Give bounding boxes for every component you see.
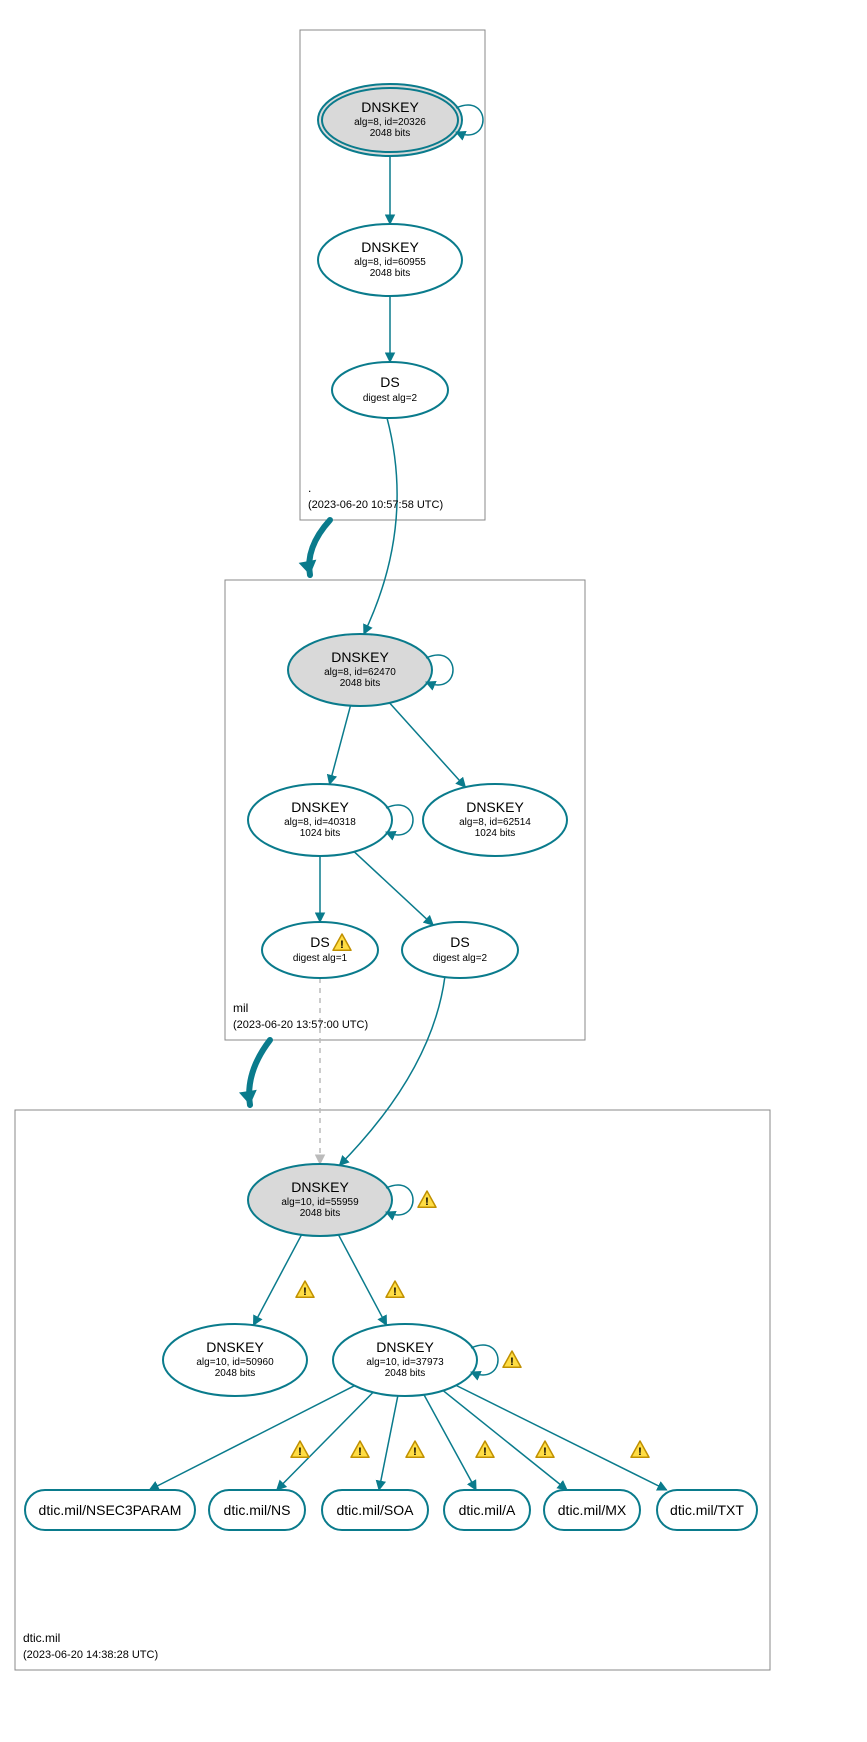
svg-text:DNSKEY: DNSKEY: [361, 99, 419, 115]
svg-text:dtic.mil/TXT: dtic.mil/TXT: [670, 1502, 744, 1518]
svg-text:2048 bits: 2048 bits: [300, 1208, 341, 1219]
svg-text:alg=8, id=60955: alg=8, id=60955: [354, 257, 426, 268]
svg-text:DS: DS: [380, 374, 399, 390]
svg-text:digest alg=1: digest alg=1: [293, 953, 348, 964]
svg-text:alg=8, id=62514: alg=8, id=62514: [459, 817, 531, 828]
node-mil_ds1: DS digest alg=1: [262, 922, 378, 978]
edge-dtic_zsk2-rr_nsec3: [149, 1386, 354, 1490]
svg-text:alg=8, id=20326: alg=8, id=20326: [354, 117, 426, 128]
svg-text:!: !: [638, 1446, 642, 1458]
node-rr_mx: dtic.mil/MX: [544, 1490, 640, 1530]
warning-icon-edge-dtic_zsk2-rr_ns: !: [351, 1441, 369, 1458]
edge-dtic_ksk-dtic_zsk2: [338, 1235, 386, 1325]
svg-text:alg=10, id=50960: alg=10, id=50960: [196, 1357, 274, 1368]
svg-text:!: !: [425, 1196, 429, 1208]
node-mil_zsk1: DNSKEY alg=8, id=403181024 bits: [248, 784, 413, 856]
svg-text:dtic.mil/A: dtic.mil/A: [459, 1502, 516, 1518]
svg-text:DNSKEY: DNSKEY: [466, 799, 524, 815]
svg-text:dtic.mil/NSEC3PARAM: dtic.mil/NSEC3PARAM: [39, 1502, 182, 1518]
svg-text:!: !: [303, 1286, 307, 1298]
node-root_ds: DS digest alg=2: [332, 362, 448, 418]
node-mil_ksk: DNSKEY alg=8, id=624702048 bits: [288, 634, 453, 706]
node-root_zsk: DNSKEY alg=8, id=609552048 bits: [318, 224, 462, 296]
svg-text:!: !: [483, 1446, 487, 1458]
zone-label-mil: mil: [233, 1001, 248, 1015]
svg-text:DNSKEY: DNSKEY: [206, 1339, 264, 1355]
svg-text:alg=8, id=40318: alg=8, id=40318: [284, 817, 356, 828]
warning-icon-selfloop-dtic_ksk: !: [418, 1191, 436, 1208]
edge-dtic_zsk2-rr_txt: [456, 1385, 667, 1490]
edge-mil_zsk1-mil_ds2: [354, 852, 433, 925]
svg-text:DNSKEY: DNSKEY: [361, 239, 419, 255]
node-rr_txt: dtic.mil/TXT: [657, 1490, 757, 1530]
svg-text:!: !: [413, 1446, 417, 1458]
svg-text:!: !: [358, 1446, 362, 1458]
zone-time-dtic: (2023-06-20 14:38:28 UTC): [23, 1649, 158, 1661]
edge-mil_ds2-dtic_ksk: [339, 977, 444, 1165]
svg-text:2048 bits: 2048 bits: [385, 1368, 426, 1379]
warning-icon-edge-dtic_zsk2-rr_mx: !: [536, 1441, 554, 1458]
node-rr_ns: dtic.mil/NS: [209, 1490, 305, 1530]
svg-text:dtic.mil/MX: dtic.mil/MX: [558, 1502, 627, 1518]
svg-text:!: !: [298, 1446, 302, 1458]
svg-text:1024 bits: 1024 bits: [300, 828, 341, 839]
svg-text:dtic.mil/NS: dtic.mil/NS: [224, 1502, 291, 1518]
node-dtic_zsk2: DNSKEY alg=10, id=379732048 bits: [333, 1324, 498, 1396]
edge-dtic_zsk2-rr_ns: [277, 1392, 373, 1490]
svg-text:DS: DS: [310, 934, 329, 950]
zone-label-dtic: dtic.mil: [23, 1631, 60, 1645]
svg-text:alg=10, id=37973: alg=10, id=37973: [366, 1357, 444, 1368]
svg-text:digest alg=2: digest alg=2: [363, 393, 418, 404]
node-dtic_zsk1: DNSKEY alg=10, id=509602048 bits: [163, 1324, 307, 1396]
svg-text:!: !: [543, 1446, 547, 1458]
warning-icon-edge-dtic_ksk-dtic_zsk1: !: [296, 1281, 314, 1298]
node-root_ksk: DNSKEY alg=8, id=203262048 bits: [318, 84, 483, 156]
svg-text:!: !: [393, 1286, 397, 1298]
svg-text:digest alg=2: digest alg=2: [433, 953, 488, 964]
node-rr_a: dtic.mil/A: [444, 1490, 530, 1530]
node-rr_nsec3: dtic.mil/NSEC3PARAM: [25, 1490, 195, 1530]
svg-text:DNSKEY: DNSKEY: [331, 649, 389, 665]
edge-root_ds-mil_ksk: [364, 418, 397, 634]
zone-time-mil: (2023-06-20 13:57:00 UTC): [233, 1019, 368, 1031]
warning-icon-edge-dtic_zsk2-rr_nsec3: !: [291, 1441, 309, 1458]
svg-text:DNSKEY: DNSKEY: [291, 799, 349, 815]
svg-text:DNSKEY: DNSKEY: [376, 1339, 434, 1355]
warning-icon-edge-dtic_zsk2-rr_soa: !: [406, 1441, 424, 1458]
warning-icon-edge-dtic_ksk-dtic_zsk2: !: [386, 1281, 404, 1298]
node-rr_soa: dtic.mil/SOA: [322, 1490, 428, 1530]
node-dtic_ksk: DNSKEY alg=10, id=559592048 bits: [248, 1164, 413, 1236]
warning-icon-selfloop-dtic_zsk2: !: [503, 1351, 521, 1368]
svg-text:2048 bits: 2048 bits: [340, 678, 381, 689]
dnssec-diagram: !!!!!!!!DNSKEYalg=8, id=203262048 bitsDN…: [0, 0, 867, 1742]
svg-text:!: !: [510, 1356, 514, 1368]
edge-dtic_zsk2-rr_mx: [443, 1391, 567, 1490]
svg-text:!: !: [340, 939, 344, 951]
svg-text:DS: DS: [450, 934, 469, 950]
svg-text:alg=10, id=55959: alg=10, id=55959: [281, 1197, 359, 1208]
warning-icon-edge-dtic_zsk2-rr_a: !: [476, 1441, 494, 1458]
svg-text:2048 bits: 2048 bits: [370, 268, 411, 279]
node-mil_zsk2: DNSKEY alg=8, id=625141024 bits: [423, 784, 567, 856]
svg-text:dtic.mil/SOA: dtic.mil/SOA: [336, 1502, 414, 1518]
edge-mil_ksk-mil_zsk2: [390, 703, 466, 787]
edge-dtic_ksk-dtic_zsk1: [253, 1235, 301, 1325]
edge-dtic_zsk2-rr_soa: [379, 1396, 398, 1490]
zone-time-root: (2023-06-20 10:57:58 UTC): [308, 499, 443, 511]
node-mil_ds2: DS digest alg=2: [402, 922, 518, 978]
svg-text:2048 bits: 2048 bits: [215, 1368, 256, 1379]
svg-text:alg=8, id=62470: alg=8, id=62470: [324, 667, 396, 678]
svg-text:1024 bits: 1024 bits: [475, 828, 516, 839]
svg-text:2048 bits: 2048 bits: [370, 128, 411, 139]
edge-mil_ksk-mil_zsk1: [330, 706, 351, 785]
svg-text:DNSKEY: DNSKEY: [291, 1179, 349, 1195]
edge-dtic_zsk2-rr_a: [424, 1395, 476, 1490]
warning-icon-edge-dtic_zsk2-rr_txt: !: [631, 1441, 649, 1458]
zone-label-root: .: [308, 481, 311, 495]
